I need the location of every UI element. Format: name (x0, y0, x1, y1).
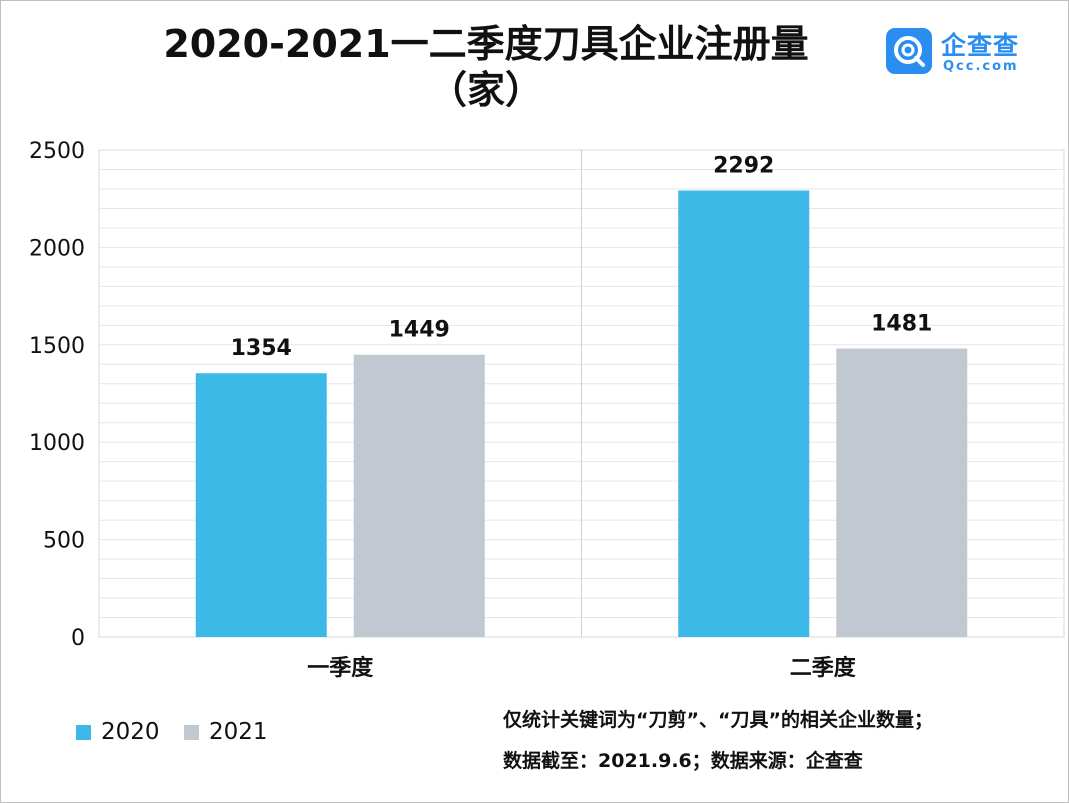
bar-2020-1 (195, 373, 327, 637)
legend-label-2020: 2020 (101, 719, 160, 745)
bar-2021-2 (836, 348, 968, 637)
data-label: 2292 (713, 154, 774, 179)
y-tick-label: 2500 (29, 139, 85, 164)
x-category-label: 二季度 (790, 655, 857, 681)
data-label: 1481 (871, 312, 932, 337)
brand-name: 企查查 (941, 31, 1020, 60)
y-tick-label: 0 (71, 626, 85, 651)
y-tick-label: 2000 (29, 236, 85, 261)
legend-label-2021: 2021 (209, 719, 268, 745)
bar-2021-1 (353, 354, 485, 637)
x-category-label: 一季度 (307, 655, 374, 681)
data-label: 1449 (389, 318, 450, 343)
y-tick-label: 1500 (29, 334, 85, 359)
footnote-source: 数据截至：2021.9.6；数据来源：企查查 (503, 750, 863, 772)
bar-2020-2 (678, 190, 810, 637)
y-tick-label: 1000 (29, 431, 85, 456)
y-tick-label: 500 (43, 529, 85, 554)
legend-swatch-2020 (76, 724, 91, 740)
chart-title: 2020-2021一二季度刀具企业注册量 （家） (163, 22, 809, 112)
legend-item-2020: 2020 (76, 718, 160, 746)
legend-item-2021: 2021 (184, 718, 268, 746)
brand-domain: Qcc.com (943, 59, 1019, 74)
qcc-logo-icon (886, 28, 932, 74)
data-label: 1354 (231, 336, 292, 361)
legend-swatch-2021 (184, 724, 199, 740)
footnote-scope: 仅统计关键词为“刀剪”、“刀具”的相关企业数量； (503, 709, 933, 731)
